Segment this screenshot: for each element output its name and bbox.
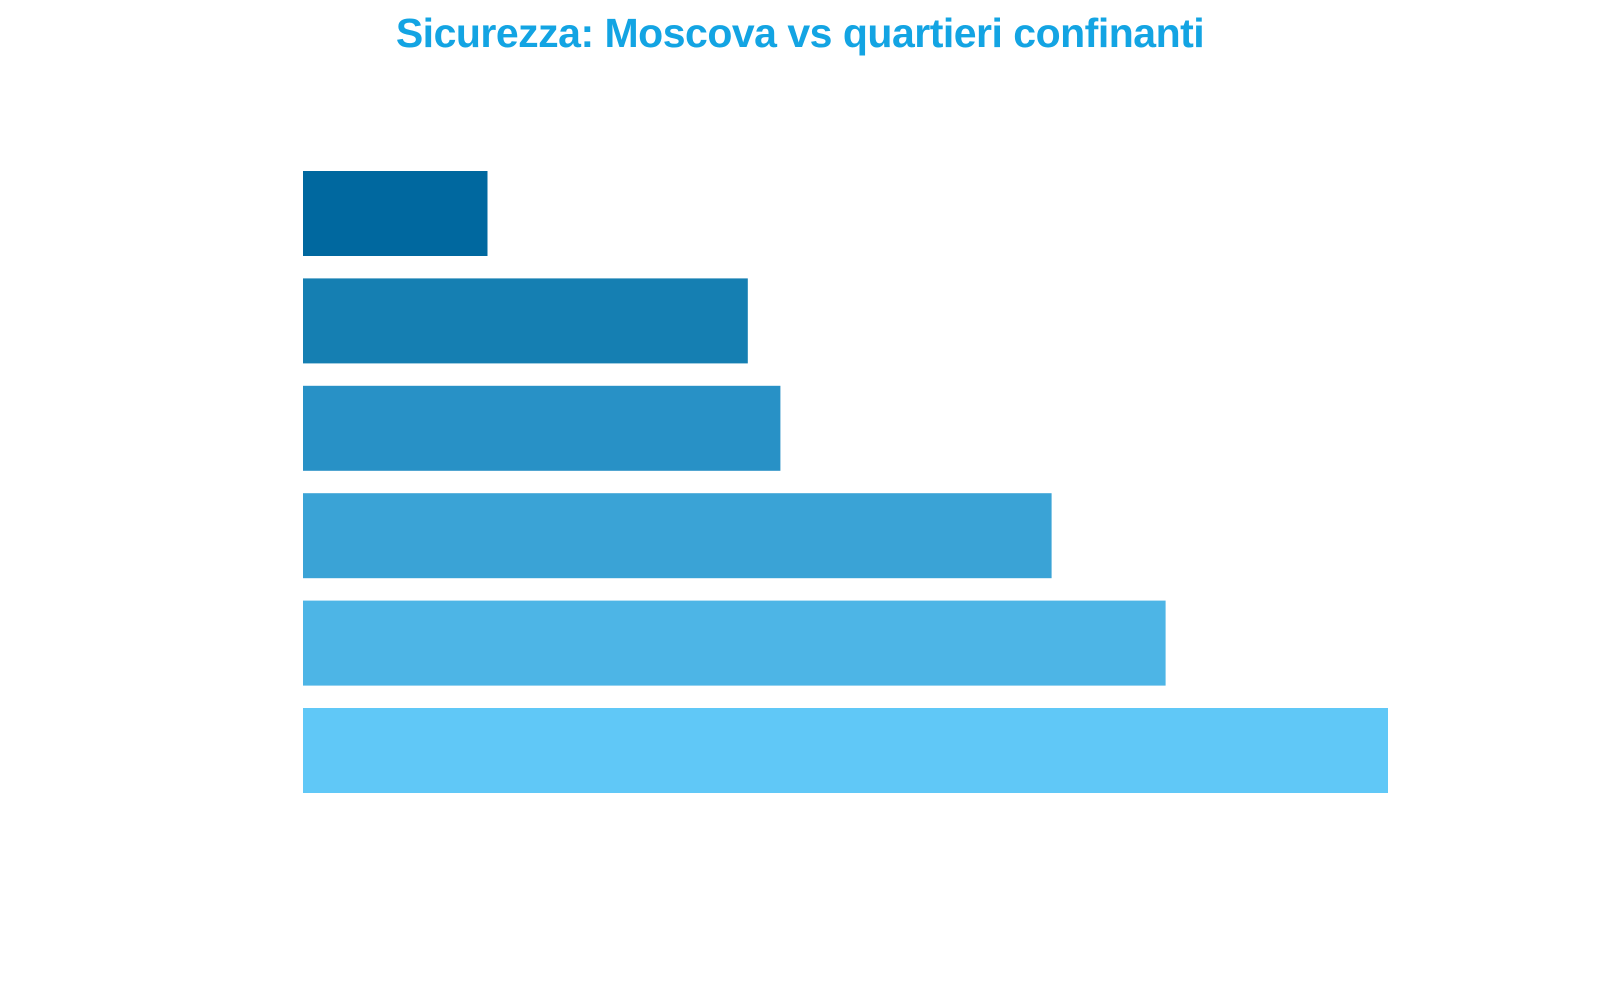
bar-3 xyxy=(303,385,781,471)
bar-1 xyxy=(303,171,488,256)
bar-5 xyxy=(303,600,1166,686)
bar-2 xyxy=(303,278,748,364)
bar-6 xyxy=(303,708,1388,793)
bar-4 xyxy=(303,493,1052,579)
chart-title: Sicurezza: Moscova vs quartieri confinan… xyxy=(395,10,1205,56)
